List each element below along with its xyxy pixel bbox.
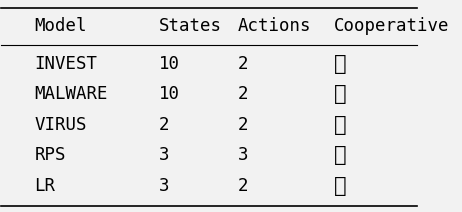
Text: 3: 3 xyxy=(238,146,249,164)
Text: 2: 2 xyxy=(238,177,249,194)
Text: 2: 2 xyxy=(159,116,170,134)
Text: Cooperative: Cooperative xyxy=(334,18,449,35)
Text: 2: 2 xyxy=(238,85,249,103)
Text: VIRUS: VIRUS xyxy=(35,116,87,134)
Text: ✗: ✗ xyxy=(334,85,346,105)
Text: Model: Model xyxy=(35,18,87,35)
Text: States: States xyxy=(159,18,222,35)
Text: 3: 3 xyxy=(159,177,170,194)
Text: ✗: ✗ xyxy=(334,145,346,165)
Text: ✗: ✗ xyxy=(334,54,346,74)
Text: 2: 2 xyxy=(238,55,249,73)
Text: 10: 10 xyxy=(159,85,180,103)
Text: ✓: ✓ xyxy=(334,115,346,135)
Text: MALWARE: MALWARE xyxy=(35,85,108,103)
Text: INVEST: INVEST xyxy=(35,55,97,73)
Text: RPS: RPS xyxy=(35,146,66,164)
Text: Actions: Actions xyxy=(238,18,312,35)
Text: 10: 10 xyxy=(159,55,180,73)
Text: LR: LR xyxy=(35,177,55,194)
Text: 2: 2 xyxy=(238,116,249,134)
Text: ✓: ✓ xyxy=(334,176,346,195)
Text: 3: 3 xyxy=(159,146,170,164)
